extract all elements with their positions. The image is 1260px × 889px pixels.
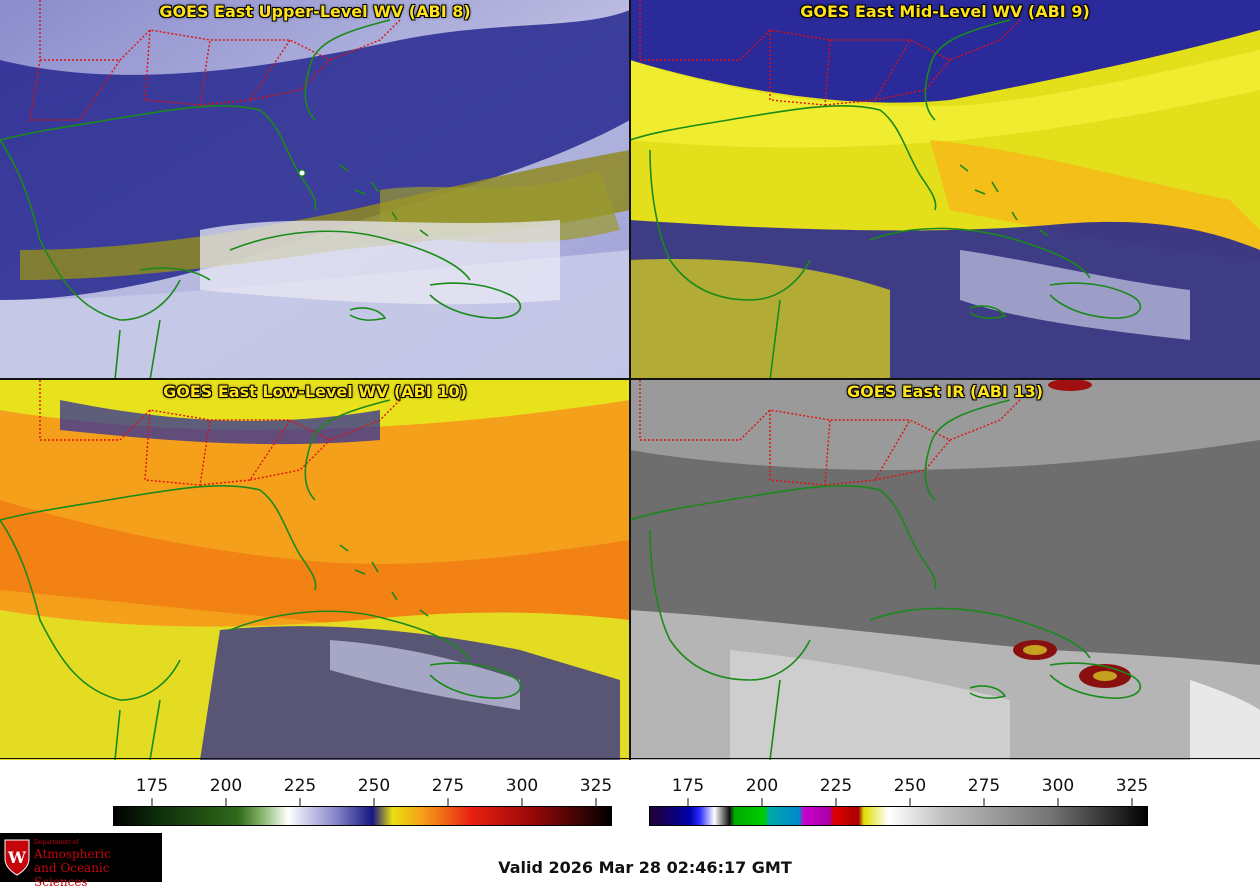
tick-mark — [447, 798, 449, 806]
tick-label: 300 — [505, 776, 539, 796]
tick-label: 325 — [579, 776, 613, 796]
uw-crest-icon: W — [4, 839, 30, 876]
state-borders — [39, 380, 401, 486]
panel-title: GOES East Mid-Level WV (ABI 9) — [800, 2, 1090, 21]
tick-label: 225 — [819, 776, 853, 796]
tick-label: 200 — [745, 776, 779, 796]
ir-image — [630, 380, 1260, 760]
logo-department: Department of — [34, 839, 79, 846]
state-borders — [639, 380, 1021, 486]
valid-time: Valid 2026 Mar 28 02:46:17 GMT — [498, 858, 792, 877]
state-borders — [639, 0, 1021, 106]
tick-label: 225 — [283, 776, 317, 796]
mid-wv-image — [630, 0, 1260, 380]
low-wv-image — [0, 380, 630, 760]
tick-mark — [521, 798, 523, 806]
crest-letter: W — [7, 848, 27, 867]
tick-mark — [983, 798, 985, 806]
panel-low-level-wv: GOES East Low-Level WV (ABI 10) — [0, 380, 630, 760]
tick-label: 250 — [357, 776, 391, 796]
uw-aos-logo: W Department of Atmospheric and Oceanic … — [0, 833, 162, 889]
tick-label: 250 — [893, 776, 927, 796]
tick-mark — [373, 798, 375, 806]
tick-label: 175 — [671, 776, 705, 796]
panel-bottom-border — [0, 758, 1260, 759]
coastlines — [630, 399, 1142, 760]
panel-title: GOES East Low-Level WV (ABI 10) — [163, 382, 467, 401]
convective-cells — [1013, 380, 1131, 688]
tick-label: 325 — [1115, 776, 1149, 796]
tick-mark — [151, 798, 153, 806]
state-borders — [29, 0, 401, 121]
tick-mark — [595, 798, 597, 806]
coastlines — [0, 19, 522, 380]
panel-upper-level-wv: GOES East Upper-Level WV (ABI 8) — [0, 0, 630, 380]
tick-mark — [299, 798, 301, 806]
coastlines — [0, 399, 522, 760]
coastlines — [630, 19, 1142, 380]
tick-label: 275 — [431, 776, 465, 796]
tick-label: 200 — [209, 776, 243, 796]
panel-mid-level-wv: GOES East Mid-Level WV (ABI 9) — [630, 0, 1260, 380]
tick-mark — [687, 798, 689, 806]
panel-title: GOES East IR (ABI 13) — [846, 382, 1044, 401]
tick-mark — [1131, 798, 1133, 806]
colorbar-right-ticks: 175 200 225 250 275 300 325 — [649, 776, 1148, 806]
tick-mark — [1057, 798, 1059, 806]
tick-label: 175 — [135, 776, 169, 796]
tick-mark — [909, 798, 911, 806]
tick-mark — [225, 798, 227, 806]
logo-line-1: Atmospheric — [34, 847, 111, 861]
colorbar-water-vapor — [113, 806, 612, 826]
tick-mark — [835, 798, 837, 806]
colorbar-left-ticks: 175 200 225 250 275 300 325 — [113, 776, 612, 806]
tick-mark — [761, 798, 763, 806]
panel-title: GOES East Upper-Level WV (ABI 8) — [159, 2, 471, 21]
colorbar-infrared — [649, 806, 1148, 826]
panel-ir: GOES East IR (ABI 13) — [630, 380, 1260, 760]
tick-label: 300 — [1041, 776, 1075, 796]
tick-label: 275 — [967, 776, 1001, 796]
panel-divider-vertical — [629, 0, 631, 760]
upper-wv-image — [0, 0, 630, 380]
